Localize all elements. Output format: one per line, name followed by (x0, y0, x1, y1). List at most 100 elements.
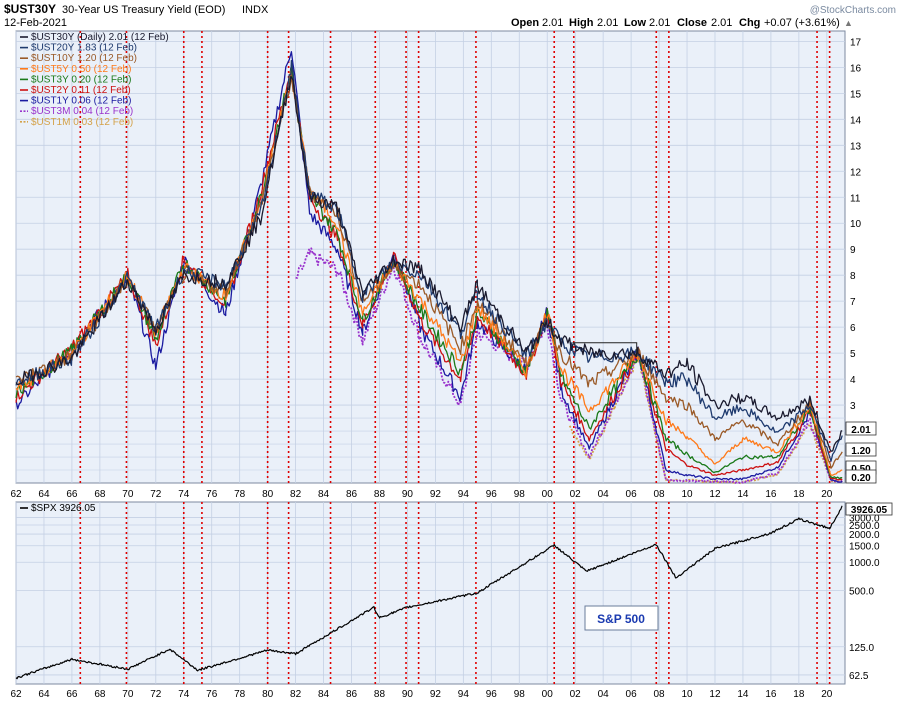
legend-entry: $UST10Y 1.20 (12 Feb) (31, 53, 137, 64)
spx-recession-lines (79, 502, 831, 684)
spx-x-tick-label: 74 (178, 689, 190, 700)
yield-panel (15, 30, 846, 484)
legend-entry: $UST3Y 0.20 (12 Feb) (31, 74, 131, 85)
yield-x-tick-label: 16 (765, 489, 777, 500)
spx-value-tags: 3926.05 (845, 502, 893, 516)
spx-x-tick-label: 76 (206, 689, 218, 700)
legend-entry: $UST2Y 0.11 (12 Feb) (31, 85, 131, 96)
yield-y-tick-label: 16 (850, 63, 862, 74)
yield-series (15, 51, 843, 485)
legend-entry: $UST1M 0.03 (12 Feb) (31, 117, 133, 128)
spx-x-tick-label: 00 (542, 689, 554, 700)
spx-x-tick-label: 84 (318, 689, 330, 700)
series-line-ust30y (15, 75, 843, 452)
spx-x-tick-label: 08 (654, 689, 666, 700)
spx-x-tick-label: 92 (430, 689, 442, 700)
legend-entry: $UST3M 0.04 (12 Feb) (31, 106, 133, 117)
spx-value-tag-label: 3926.05 (851, 505, 888, 516)
spx-x-tick-label: 70 (122, 689, 134, 700)
yield-x-tick-label: 70 (122, 489, 134, 500)
sp500-box-frame (584, 605, 659, 631)
yield-x-tick-label: 92 (430, 489, 442, 500)
yield-x-tick-label: 74 (178, 489, 190, 500)
spx-x-tick-label: 80 (262, 689, 274, 700)
chg-value: +0.07 (+3.61%) (764, 17, 840, 29)
spx-x-axis: 62 64 66 68 70 72 74 76 78 80 82 84 86 88 90 92 94 96 98 00… (10, 689, 832, 700)
yield-x-tick-label: 02 (570, 489, 582, 500)
yield-x-tick-label: 64 (38, 489, 50, 500)
spx-y-tick-label: 2500.0 (849, 521, 880, 532)
series-line-ust3y (15, 67, 843, 480)
yield-value-tag-label: 0.50 (851, 464, 871, 475)
sp500-label-box: S&P 500 (584, 605, 659, 631)
high-label: High (569, 17, 594, 29)
yield-x-tick-label: 76 (206, 489, 218, 500)
legend-entry: $UST1Y 0.06 (12 Feb) (31, 96, 131, 107)
spx-x-tick-label: 96 (486, 689, 498, 700)
legend-entry: $UST5Y 0.50 (12 Feb) (31, 64, 131, 75)
yield-y-tick-label: 12 (850, 167, 862, 178)
yield-x-tick-label: 80 (262, 489, 274, 500)
spx-y-tick-label: 2000.0 (849, 530, 880, 541)
yield-value-tags: 2.01 1.20 0.500.20 (845, 421, 877, 484)
spx-x-tick-label: 16 (765, 689, 777, 700)
spx-y-tick-label: 1000.0 (849, 558, 880, 569)
legend-entry: $SPX 3926.05 (31, 503, 96, 514)
spx-y-axis: 62.5 125.0 500.0 1000.0 1500.02000.02500.030… (849, 514, 880, 682)
spx-grid (15, 502, 845, 684)
yield-value-tag-label: 1.20 (851, 446, 871, 457)
yield-y-tick-label: 17 (850, 37, 862, 48)
quote-bar: Open 2.01 High 2.01 Low 2.01 Close 2.01 … (511, 17, 853, 29)
high-value: 2.01 (597, 17, 618, 29)
yield-y-tick-label: 13 (850, 141, 862, 152)
collapse-arrow-icon[interactable]: ▲ (844, 18, 853, 28)
spx-y-tick-label: 500.0 (849, 586, 874, 597)
yield-grid (15, 31, 845, 483)
yield-x-tick-label: 04 (598, 489, 610, 500)
spx-x-tick-label: 10 (681, 689, 693, 700)
spx-x-tick-label: 90 (402, 689, 414, 700)
spx-x-tick-label: 94 (458, 689, 470, 700)
yield-x-tick-label: 90 (402, 489, 414, 500)
spx-value-tag-box (845, 502, 893, 516)
yield-recession-lines (79, 31, 831, 483)
spx-x-tick-label: 64 (38, 689, 50, 700)
yield-x-tick-label: 72 (150, 489, 162, 500)
sp500-box-label: S&P 500 (597, 612, 645, 626)
yield-value-tag-box (845, 469, 877, 484)
yield-y-tick-label: 4 (850, 375, 856, 386)
yield-legend: $UST30Y (Daily) 2.01 (12 Feb)$UST20Y 1.8… (20, 32, 169, 128)
yield-y-tick-label: 14 (850, 115, 862, 126)
spx-x-tick-label: 02 (570, 689, 582, 700)
symbol-title: $UST30Y (4, 2, 56, 16)
chg-label: Chg (739, 17, 760, 29)
yield-y-tick-label: 11 (850, 193, 861, 204)
yield-x-tick-label: 96 (486, 489, 498, 500)
yield-value-tag-label: 0.20 (851, 473, 871, 484)
yield-x-tick-label: 98 (514, 489, 526, 500)
open-value: 2.01 (542, 17, 563, 29)
yield-value-tag-box (845, 442, 877, 457)
spx-panel (15, 501, 846, 685)
yield-x-tick-label: 14 (737, 489, 749, 500)
yield-x-tick-label: 10 (681, 489, 693, 500)
symbol-description: 30-Year US Treasury Yield (EOD) (62, 4, 225, 16)
yield-y-tick-label: 5 (850, 349, 856, 360)
yield-y-tick-label: 6 (850, 323, 856, 334)
series-line-ust1m (568, 356, 843, 485)
spx-x-tick-label: 62 (10, 689, 22, 700)
yield-x-tick-label: 68 (94, 489, 106, 500)
yield-x-tick-label: 82 (290, 489, 302, 500)
yield-y-tick-label: 15 (850, 89, 862, 100)
spx-x-tick-label: 14 (737, 689, 749, 700)
spx-y-tick-label: 3000.0 (849, 514, 880, 525)
yield-x-tick-label: 12 (709, 489, 721, 500)
series-annotation-line (572, 342, 638, 358)
exchange-label: INDX (242, 4, 269, 16)
yield-value-tag-box (845, 421, 877, 436)
spx-y-tick-label: 1500.0 (849, 542, 880, 553)
spx-x-tick-label: 82 (290, 689, 302, 700)
yield-x-tick-label: 78 (234, 489, 246, 500)
yield-value-tag-label: 2.01 (851, 425, 871, 436)
